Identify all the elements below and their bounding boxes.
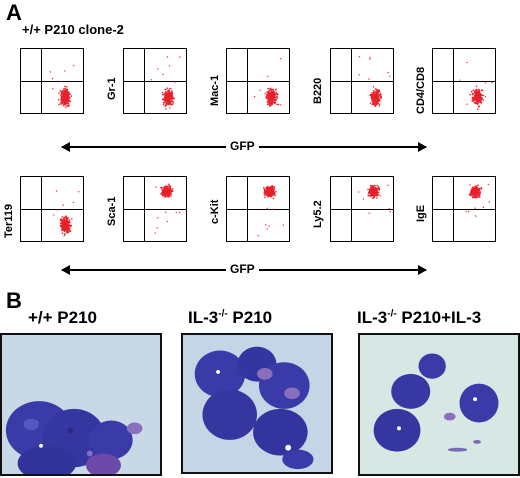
flow-plot-r2-2 <box>123 176 187 242</box>
flow-plot-r2-5 <box>432 176 496 242</box>
micro-title-3: IL-3-/- P210+IL-3 <box>357 308 482 327</box>
flow-plot-r2-4 <box>330 176 394 242</box>
axis-label-ckit: c-Kit <box>209 199 221 224</box>
micrograph-1 <box>0 333 162 476</box>
panel-b-letter: B <box>6 288 22 313</box>
flow-plot-r1-4 <box>330 48 394 114</box>
gfp-label-row2: GFP <box>226 262 259 276</box>
micro-title-1: +/+ P210 <box>28 308 98 327</box>
flow-plot-r1-5 <box>432 48 496 114</box>
flow-plot-r2-3 <box>226 176 290 242</box>
axis-label-sca1: Sca-1 <box>106 196 118 226</box>
flow-plot-r2-1 <box>20 176 84 242</box>
axis-label-cd4cd8: CD4/CD8 <box>415 66 427 114</box>
micrograph-3 <box>358 333 520 476</box>
axis-label-gr1: Gr-1 <box>106 77 118 100</box>
axis-label-b220: B220 <box>312 77 324 104</box>
flow-plot-r1-3 <box>226 48 290 114</box>
axis-label-ter119: Ter119 <box>3 203 15 238</box>
axis-label-mac1: Mac-1 <box>209 74 221 106</box>
gfp-label-row1: GFP <box>226 139 259 153</box>
flow-plot-r1-2 <box>123 48 187 114</box>
micrograph-2 <box>181 333 333 474</box>
axis-label-ly52: Ly5.2 <box>312 200 324 228</box>
axis-label-ige: IgE <box>415 204 427 222</box>
micro-title-2: IL-3-/- P210 <box>188 308 273 327</box>
clone-label: +/+ P210 clone-2 <box>22 22 124 37</box>
panel-a-letter: A <box>6 0 22 25</box>
flow-plot-r1-1 <box>20 48 84 114</box>
